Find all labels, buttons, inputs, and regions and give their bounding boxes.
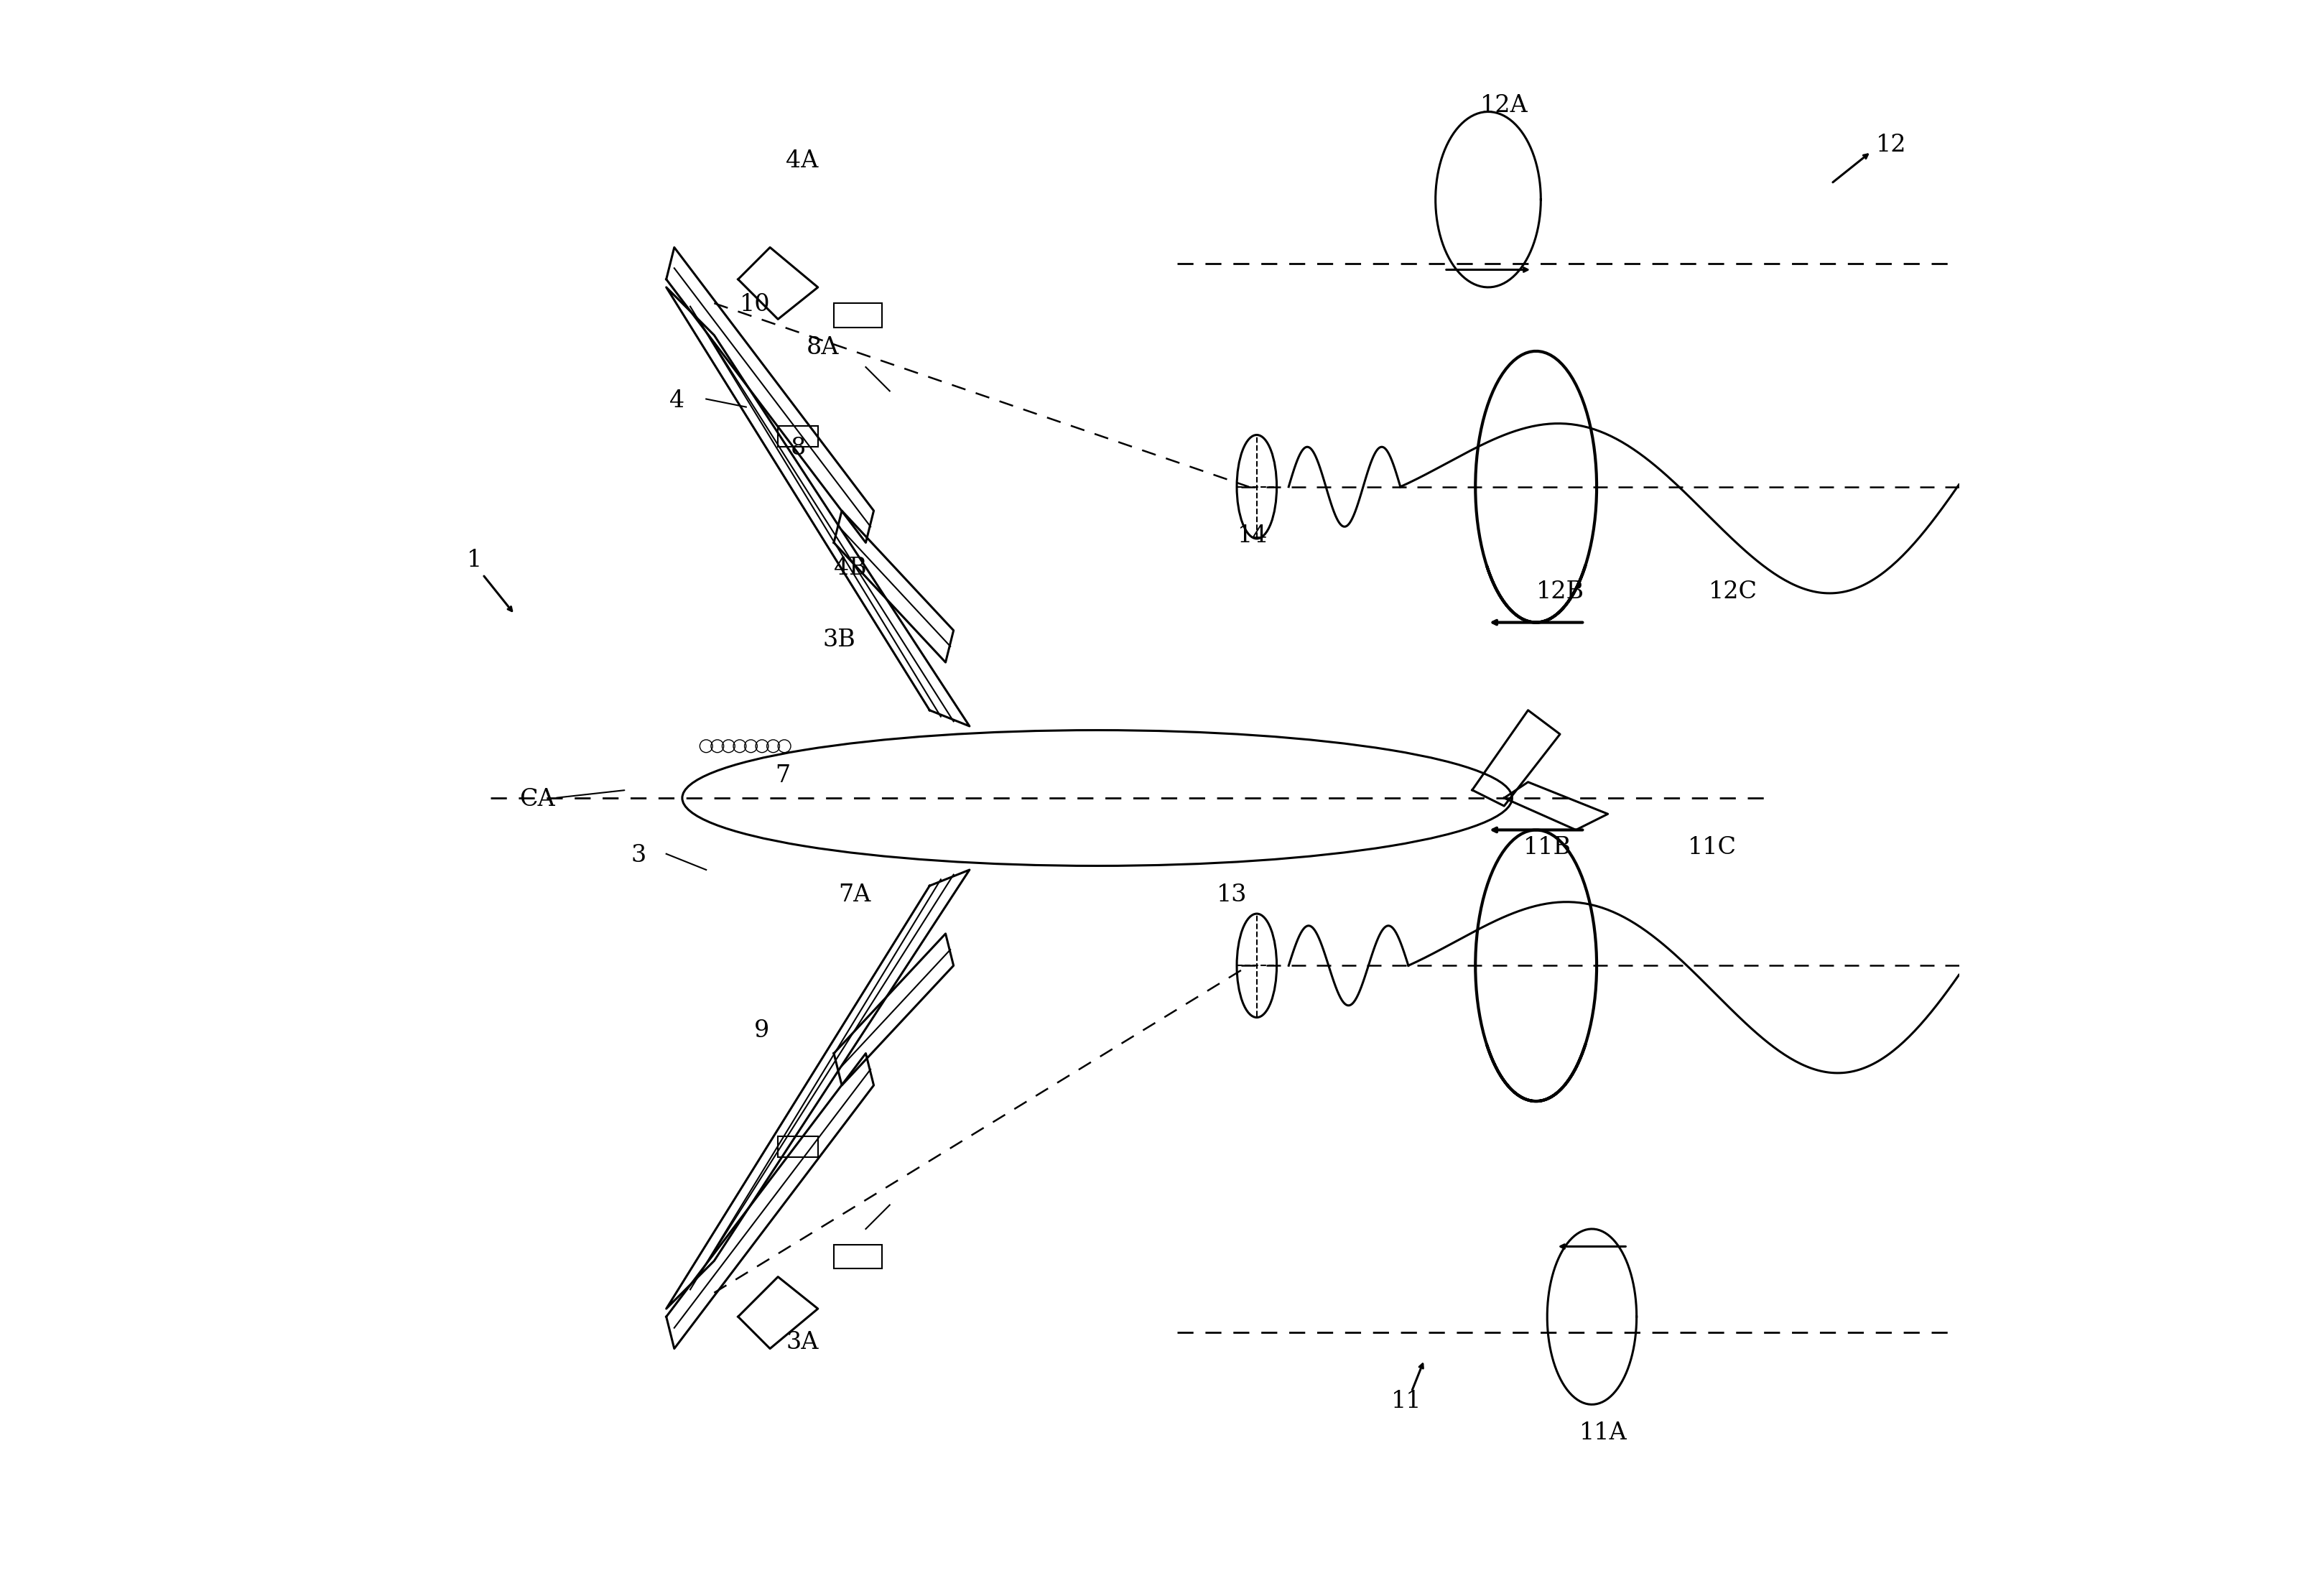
Text: 11C: 11C <box>1688 836 1737 859</box>
Text: 11: 11 <box>1391 1390 1421 1412</box>
Text: 12B: 12B <box>1537 581 1584 603</box>
Text: 4: 4 <box>669 389 685 412</box>
Text: 11A: 11A <box>1579 1422 1628 1444</box>
Text: 7: 7 <box>776 764 789 787</box>
Text: 9: 9 <box>755 1020 769 1042</box>
Text: 7A: 7A <box>838 884 871 907</box>
Text: 1: 1 <box>467 549 483 571</box>
Text: 14: 14 <box>1238 525 1268 547</box>
Text: 4A: 4A <box>785 150 820 172</box>
Text: 12: 12 <box>1876 134 1906 156</box>
Text: 4B: 4B <box>834 557 866 579</box>
Text: 12C: 12C <box>1709 581 1758 603</box>
Text: 12A: 12A <box>1479 94 1528 117</box>
Text: 8: 8 <box>792 437 806 460</box>
Text: 3B: 3B <box>822 629 854 651</box>
Text: 13: 13 <box>1217 884 1247 907</box>
Text: 10: 10 <box>741 294 771 316</box>
Text: 11B: 11B <box>1523 836 1572 859</box>
Text: CA: CA <box>520 788 555 811</box>
Text: 3: 3 <box>632 844 646 867</box>
Text: 3A: 3A <box>785 1331 820 1353</box>
Text: 8A: 8A <box>806 337 838 359</box>
